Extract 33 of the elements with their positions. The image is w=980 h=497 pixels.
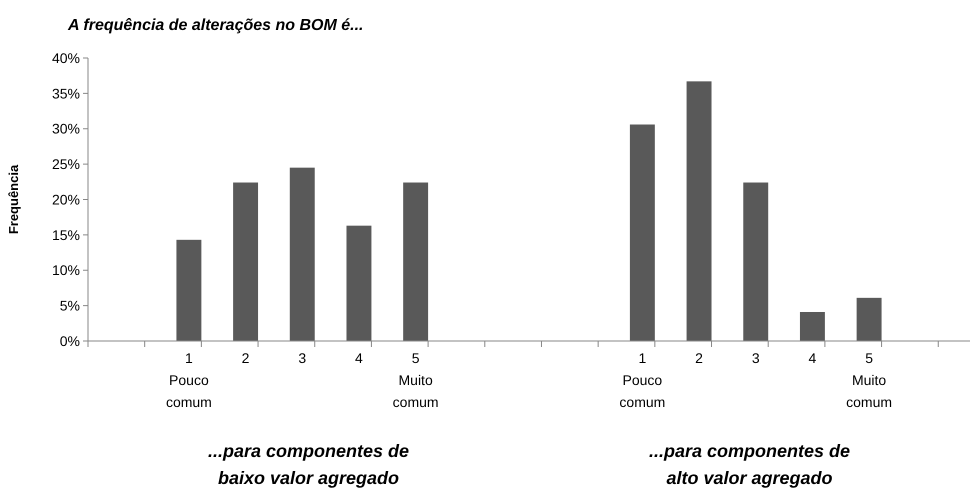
y-tick-label: 10% (52, 262, 80, 278)
y-axis-title: Frequência (6, 164, 21, 234)
x-tick-label: 2 (242, 350, 250, 366)
x-tick-label: 5 Muito comum (392, 350, 439, 410)
bar (346, 226, 372, 341)
y-tick-label: 35% (52, 85, 80, 102)
x-tick-label: 1 Pouco comum (619, 350, 666, 410)
bar (176, 240, 202, 341)
bar (800, 312, 825, 341)
y-tick-label: 5% (60, 298, 80, 314)
bar (403, 182, 428, 341)
y-tick-label: 20% (52, 191, 80, 208)
y-tick-label: 25% (52, 156, 80, 172)
y-tick-label: 40% (52, 50, 80, 66)
x-tick-label: 3 (298, 350, 306, 366)
bar (233, 182, 258, 341)
y-tick-label: 30% (52, 120, 80, 137)
bar (856, 298, 882, 341)
x-tick-label: 1 Pouco comum (166, 350, 212, 410)
chart-title: A frequência de alterações no BOM é... (67, 17, 364, 34)
text: ...para componentes de baixo valor agregado (208, 441, 410, 488)
x-tick-label: 4 (355, 350, 364, 366)
bar (686, 81, 712, 341)
x-tick-label: 2 (695, 350, 704, 366)
x-tick-label: 3 (752, 350, 760, 366)
y-tick-label: 0% (60, 332, 80, 349)
x-tick-label: 4 (808, 350, 817, 366)
bar (290, 168, 315, 341)
bar (743, 182, 768, 341)
x-tick-label: 5 Muito comum (846, 350, 892, 410)
text: ...para componentes de alto valor agregado (648, 441, 850, 488)
bar (630, 124, 655, 341)
y-tick-label: 15% (52, 226, 80, 243)
